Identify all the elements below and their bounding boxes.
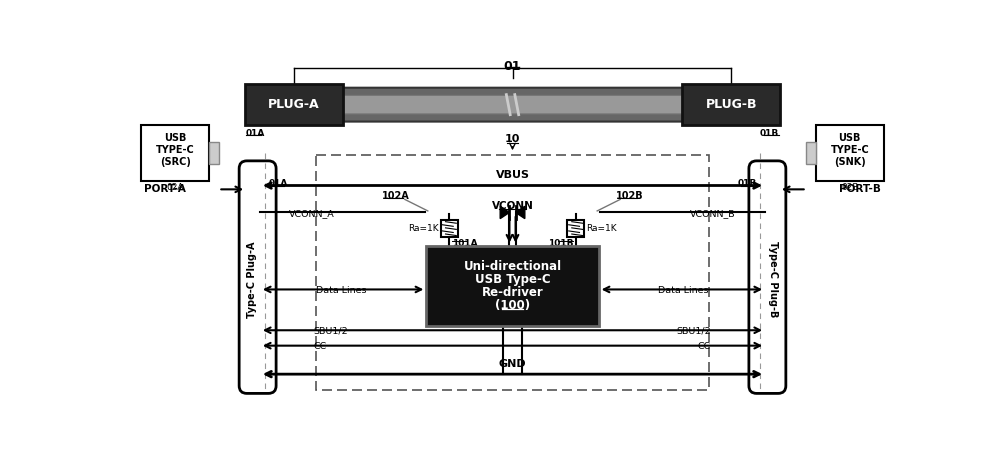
Text: 101A: 101A [452,238,477,248]
Text: TYPE-C: TYPE-C [830,145,869,155]
Text: Re-driver: Re-driver [482,286,543,299]
Text: 02A: 02A [166,183,184,192]
Text: USB: USB [164,133,186,143]
Polygon shape [516,206,525,218]
Text: PLUG-A: PLUG-A [268,98,320,111]
Text: VCONN: VCONN [492,201,533,211]
FancyBboxPatch shape [567,220,584,237]
Polygon shape [500,206,509,218]
FancyBboxPatch shape [441,220,458,237]
Text: 102B: 102B [616,191,643,201]
Text: 102A: 102A [382,191,409,201]
Text: 01A: 01A [268,179,288,188]
Text: Type-C Plug-A: Type-C Plug-A [247,241,257,318]
Text: Ra=1K: Ra=1K [586,224,617,233]
Text: SBU1/2: SBU1/2 [314,327,348,335]
Text: PORT-A: PORT-A [144,184,186,194]
Text: GND: GND [499,359,526,369]
Text: Type-C Plug-B: Type-C Plug-B [768,241,778,318]
Text: 01: 01 [504,60,521,73]
Text: 10: 10 [505,134,520,144]
Text: CC: CC [314,342,327,351]
FancyBboxPatch shape [245,84,343,126]
FancyBboxPatch shape [209,142,219,164]
Text: USB Type-C: USB Type-C [475,273,550,286]
Text: SBU1/2: SBU1/2 [677,327,711,335]
Text: 01B: 01B [737,179,757,188]
Text: CC: CC [698,342,711,351]
Text: PLUG-B: PLUG-B [705,98,757,111]
Text: 01A: 01A [246,129,265,138]
Text: VCONN_A: VCONN_A [289,209,335,218]
Text: TYPE-C: TYPE-C [156,145,195,155]
FancyBboxPatch shape [265,88,760,121]
Text: 101B: 101B [548,238,573,248]
Text: VCONN_B: VCONN_B [690,209,736,218]
Text: 02B: 02B [841,183,859,192]
FancyBboxPatch shape [289,96,736,114]
Text: 01B: 01B [760,129,779,138]
Text: (100): (100) [495,299,530,312]
Text: (SNK): (SNK) [834,157,866,167]
FancyBboxPatch shape [426,246,599,326]
Bar [316,155,709,389]
Text: Data Lines: Data Lines [658,286,709,295]
FancyBboxPatch shape [816,126,884,181]
Text: (SRC): (SRC) [160,157,191,167]
Text: Data Lines: Data Lines [316,286,367,295]
Text: Uni-directional: Uni-directional [463,260,562,273]
Text: Ra=1K: Ra=1K [408,224,439,233]
FancyBboxPatch shape [141,126,209,181]
Text: VBUS: VBUS [496,170,530,180]
FancyBboxPatch shape [806,142,816,164]
Text: PORT-B: PORT-B [839,184,881,194]
Text: USB: USB [839,133,861,143]
FancyBboxPatch shape [682,84,780,126]
